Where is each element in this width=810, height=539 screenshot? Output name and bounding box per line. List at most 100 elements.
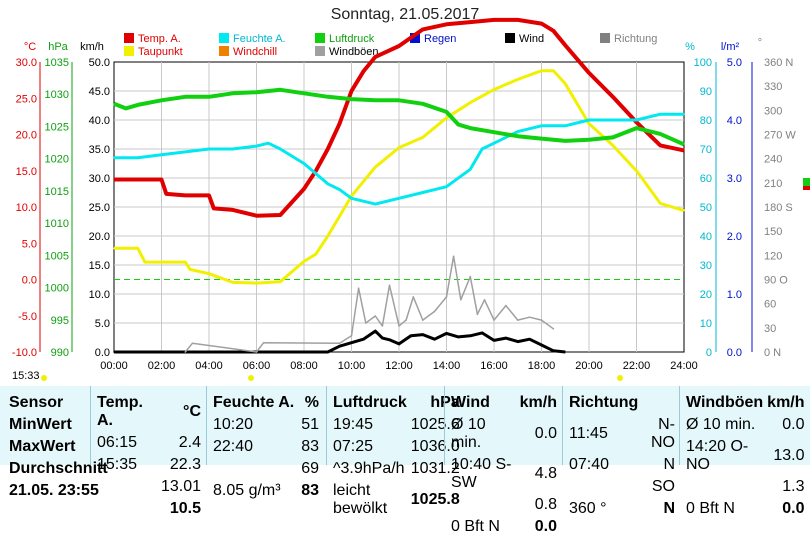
series-point-5-14 [421, 319, 424, 321]
legend-label-6: Taupunkt [138, 46, 183, 58]
series-point-1-18 [469, 101, 472, 104]
series-point-3-4 [184, 96, 187, 98]
legend-label-4: Wind [519, 33, 544, 45]
series-point-4-5 [374, 330, 377, 332]
series-point-5-25 [528, 316, 531, 319]
stat-cell [685, 477, 764, 497]
series-point-1-26 [635, 169, 638, 172]
temp-tick-7: -5.0 [18, 311, 37, 323]
series-point-1-14 [374, 166, 377, 168]
x-tick-label-10: 20:00 [575, 360, 603, 372]
stat-cell: 22:40 [213, 438, 254, 455]
stat-cell: 4.8 [534, 465, 557, 482]
series-point-2-8 [279, 148, 282, 150]
stat-header: Temp. A. [97, 394, 143, 429]
legend-label-3: Regen [424, 33, 456, 45]
direction-axis-unit: ° [758, 37, 762, 49]
series-point-0-2 [165, 193, 168, 195]
temp-tick-8: -10.0 [12, 347, 37, 359]
series-point-2-16 [421, 191, 424, 194]
humidity-tick-5: 50 [700, 202, 712, 214]
series-point-5-11 [398, 325, 400, 327]
stat-cell: 11:45 [569, 425, 608, 442]
stat-cell: 8.05 g/m³ [213, 482, 281, 499]
series-point-2-7 [267, 142, 270, 144]
temp-tick-2: 20.0 [16, 130, 37, 142]
stat-cell [96, 499, 158, 519]
direction-tick-0: 360 N [764, 57, 793, 69]
temp-tick-3: 15.0 [16, 166, 37, 178]
stat-cell: 07:40 [569, 456, 610, 473]
series-point-2-2 [160, 154, 163, 156]
series-point-0-28 [659, 144, 662, 147]
series-point-0-24 [564, 44, 567, 47]
wind-tick-0: 50.0 [89, 57, 110, 69]
legend-label-7: Windchill [233, 46, 277, 58]
wind-tick-4: 30.0 [89, 173, 110, 185]
series-point-1-10 [303, 260, 305, 263]
stat-header: Wind [451, 394, 490, 411]
series-point-2-12 [350, 197, 353, 200]
direction-tick-5: 210 [764, 178, 782, 190]
stat-cell: 15:35 [97, 456, 138, 473]
series-point-1-9 [279, 280, 282, 283]
temp-tick-6: 0.0 [22, 275, 37, 287]
series-point-5-2 [255, 351, 258, 353]
stat-column-1: Temp. A. °C 06:15 2.4 15:35 22.3 13.01 10.5 [94, 391, 204, 521]
series-point-3-9 [303, 92, 305, 95]
current-time-label: 15:33 [12, 370, 40, 382]
series-point-0-5 [212, 207, 215, 210]
series-point-3-0 [113, 102, 115, 105]
series-point-3-26 [683, 143, 685, 146]
series-point-3-18 [493, 131, 495, 133]
direction-tick-3: 270 W [764, 130, 796, 142]
direction-tick-8: 120 [764, 250, 782, 262]
series-point-5-26 [540, 319, 543, 321]
wind-tick-3: 35.0 [89, 144, 110, 156]
stat-cell: 13.01 [160, 478, 201, 495]
wind-tick-9: 5.0 [95, 318, 110, 330]
series-point-1-19 [493, 88, 495, 91]
column-separator [206, 386, 207, 465]
stat-header: Luftdruck [333, 394, 407, 411]
stat-header: °C [183, 403, 201, 420]
series-point-0-4 [208, 194, 210, 197]
series-point-0-3 [184, 194, 187, 197]
series-point-5-23 [505, 304, 507, 307]
series-point-2-14 [374, 203, 377, 205]
humidity-tick-3: 70 [700, 144, 712, 156]
direction-tick-7: 150 [764, 226, 782, 238]
stat-cell: 0.0 [782, 500, 805, 517]
series-point-3-2 [136, 104, 139, 106]
stat-cell: 83 [301, 482, 319, 499]
pressure-tick-4: 1015 [45, 186, 69, 198]
rain-tick-1: 4.0 [727, 115, 742, 127]
series-point-0-23 [552, 30, 555, 32]
pressure-tick-7: 1000 [45, 283, 69, 295]
sunset-marker [617, 375, 623, 381]
series-point-0-13 [350, 90, 353, 92]
stat-cell: Ø 10 min. [451, 416, 486, 451]
edge-marker-temp [803, 186, 810, 190]
wind-tick-5: 25.0 [89, 202, 110, 214]
series-point-5-17 [452, 255, 455, 258]
series-point-2-25 [611, 119, 614, 121]
series-point-5-8 [374, 315, 377, 317]
stat-cell [568, 477, 639, 497]
stat-cell: 10:20 [213, 416, 254, 433]
x-tick-label-12: 24:00 [670, 360, 698, 372]
series-point-3-10 [326, 96, 329, 98]
rain-tick-2: 3.0 [727, 173, 742, 185]
series-point-2-15 [398, 197, 400, 200]
temp-tick-1: 25.0 [16, 93, 37, 105]
stat-cell [450, 495, 517, 515]
series-point-4-14 [469, 334, 472, 337]
statistics-panel [0, 386, 810, 465]
stat-header: Windböen [686, 394, 764, 411]
legend-swatch-6 [124, 46, 134, 56]
pressure-tick-9: 990 [51, 347, 69, 359]
series-point-2-13 [362, 200, 365, 202]
series-point-3-11 [350, 98, 353, 100]
stat-cell: leicht bewölkt [333, 482, 388, 517]
series-point-4-9 [410, 334, 412, 337]
